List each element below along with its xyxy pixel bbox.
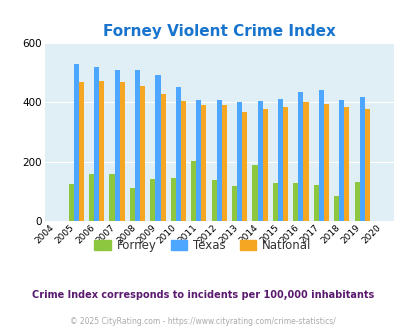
Bar <box>211 180 216 221</box>
Bar <box>89 174 94 221</box>
Bar <box>196 100 201 221</box>
Bar <box>277 99 282 221</box>
Bar <box>191 161 196 221</box>
Title: Forney Violent Crime Index: Forney Violent Crime Index <box>102 24 335 39</box>
Bar <box>130 187 135 221</box>
Bar <box>323 104 328 221</box>
Bar <box>364 109 369 221</box>
Bar <box>155 75 160 221</box>
Bar <box>175 87 181 221</box>
Bar <box>257 101 262 221</box>
Bar <box>171 178 175 221</box>
Bar <box>282 107 288 221</box>
Bar <box>292 183 298 221</box>
Bar <box>237 102 242 221</box>
Bar <box>114 70 119 221</box>
Bar <box>94 67 99 221</box>
Bar <box>313 185 318 221</box>
Bar <box>343 107 349 221</box>
Bar <box>242 112 247 221</box>
Bar <box>298 92 303 221</box>
Bar <box>135 70 140 221</box>
Bar <box>231 186 237 221</box>
Bar <box>333 196 338 221</box>
Bar <box>140 86 145 221</box>
Bar <box>74 64 79 221</box>
Bar <box>359 97 364 221</box>
Text: Crime Index corresponds to incidents per 100,000 inhabitants: Crime Index corresponds to incidents per… <box>32 290 373 300</box>
Bar <box>109 174 114 221</box>
Bar <box>338 100 343 221</box>
Bar <box>99 81 104 221</box>
Bar <box>119 82 124 221</box>
Text: © 2025 CityRating.com - https://www.cityrating.com/crime-statistics/: © 2025 CityRating.com - https://www.city… <box>70 317 335 326</box>
Legend: Forney, Texas, National: Forney, Texas, National <box>90 234 315 256</box>
Bar <box>262 110 267 221</box>
Bar <box>216 100 221 221</box>
Bar <box>79 82 84 221</box>
Bar <box>252 165 257 221</box>
Bar <box>318 90 323 221</box>
Bar <box>68 184 74 221</box>
Bar <box>201 105 206 221</box>
Bar <box>303 102 308 221</box>
Bar <box>272 183 277 221</box>
Bar <box>160 94 165 221</box>
Bar <box>221 105 226 221</box>
Bar <box>354 182 359 221</box>
Bar <box>150 179 155 221</box>
Bar <box>181 101 185 221</box>
